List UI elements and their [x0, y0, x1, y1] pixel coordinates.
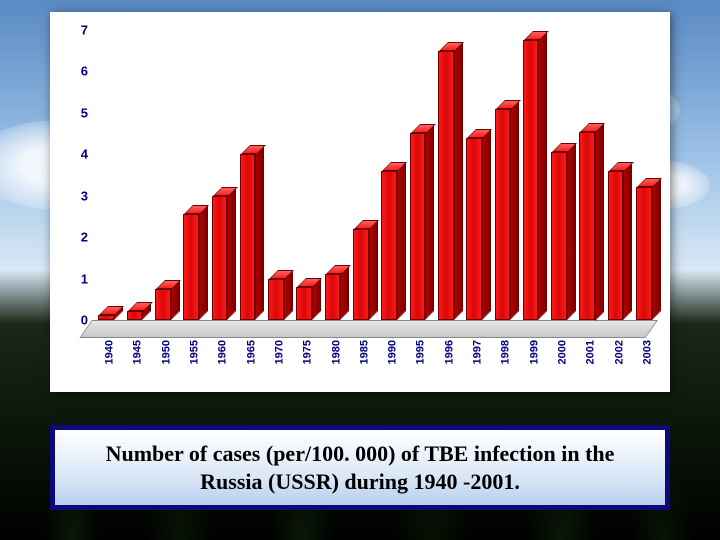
- bar: [410, 133, 426, 320]
- bar: [636, 187, 652, 320]
- bar: [240, 154, 256, 320]
- bar-front: [608, 171, 624, 320]
- bar-side: [623, 162, 632, 320]
- y-tick-label: 3: [81, 188, 88, 203]
- bar-front: [466, 138, 482, 320]
- bar: [523, 40, 539, 320]
- bar-side: [369, 220, 378, 320]
- bar-side: [567, 143, 576, 320]
- chart-panel: 0 1 2 3 4 5 6 7 1940 1945 1950 1955 1960 1965 1970 197…: [50, 12, 670, 392]
- bar: [127, 311, 143, 320]
- bar: [608, 171, 624, 320]
- bar-side: [652, 178, 661, 320]
- x-tick-label: 1996: [443, 340, 455, 364]
- y-axis: 01234567: [62, 30, 92, 338]
- chart-floor: [79, 320, 658, 338]
- chart-plot-area: 01234567 1940194519501955196019651970197…: [92, 30, 658, 338]
- bar-front: [551, 152, 567, 320]
- bar-front: [381, 171, 397, 320]
- bar-side: [425, 124, 434, 320]
- x-tick-label: 1955: [189, 340, 201, 364]
- x-tick-label: 1997: [472, 340, 484, 364]
- x-tick-label: 1960: [217, 340, 229, 364]
- bar-side: [199, 205, 208, 320]
- x-tick-label: 1970: [274, 340, 286, 364]
- x-tick-label: 1945: [132, 340, 144, 364]
- x-axis-labels: 1940 1945 1950 1955 1960 1965 1970 1975 1980 1985…: [92, 338, 658, 392]
- x-tick-label: 1999: [528, 340, 540, 364]
- x-tick-label: 2000: [557, 340, 569, 364]
- bar: [438, 51, 454, 320]
- bar-front: [495, 109, 511, 320]
- bar-front: [410, 133, 426, 320]
- x-tick-label: 1950: [160, 340, 172, 364]
- y-tick-label: 2: [81, 230, 88, 245]
- bar-front: [523, 40, 539, 320]
- x-tick-label: 1975: [302, 340, 314, 364]
- y-tick-label: 6: [81, 64, 88, 79]
- x-tick-label: 1985: [358, 340, 370, 364]
- bar-side: [595, 123, 604, 321]
- x-tick-label: 2003: [641, 340, 653, 364]
- bar-front: [155, 289, 171, 320]
- bar: [183, 214, 199, 320]
- bar: [155, 289, 171, 320]
- caption-box: Number of cases (per/100. 000) of TBE in…: [50, 425, 670, 510]
- bar-front: [268, 279, 284, 320]
- y-tick-label: 7: [81, 23, 88, 38]
- caption-text: Number of cases (per/100. 000) of TBE in…: [73, 440, 647, 495]
- bar: [579, 132, 595, 321]
- bar-front: [212, 196, 228, 320]
- bar-side: [454, 42, 463, 320]
- bar: [296, 287, 312, 320]
- bar-front: [127, 311, 143, 320]
- y-tick-label: 5: [81, 105, 88, 120]
- bar: [381, 171, 397, 320]
- x-tick-label: 1940: [104, 340, 116, 364]
- x-tick-label: 1965: [245, 340, 257, 364]
- bar-front: [325, 274, 341, 320]
- bar-front: [636, 187, 652, 320]
- bar: [268, 279, 284, 320]
- x-tick-label: 1998: [500, 340, 512, 364]
- x-tick-label: 1980: [330, 340, 342, 364]
- bar: [325, 274, 341, 320]
- bars-area: [92, 30, 658, 320]
- bar-side: [255, 145, 264, 320]
- y-tick-label: 0: [81, 313, 88, 328]
- bar-front: [438, 51, 454, 320]
- bar-front: [353, 229, 369, 320]
- bar-front: [296, 287, 312, 320]
- bar: [212, 196, 228, 320]
- x-tick-label: 1990: [387, 340, 399, 364]
- bar-side: [538, 31, 547, 320]
- x-tick-label: 1995: [415, 340, 427, 364]
- y-tick-label: 1: [81, 271, 88, 286]
- bar: [551, 152, 567, 320]
- y-tick-label: 4: [81, 147, 88, 162]
- bar-front: [240, 154, 256, 320]
- bar: [353, 229, 369, 320]
- bar-front: [579, 132, 595, 321]
- x-tick-label: 2001: [585, 340, 597, 364]
- bar-side: [227, 187, 236, 320]
- bar-side: [482, 129, 491, 320]
- bar: [466, 138, 482, 320]
- bar-front: [183, 214, 199, 320]
- bar-side: [510, 100, 519, 320]
- bar-front: [98, 315, 114, 320]
- bar-side: [397, 162, 406, 320]
- bar: [495, 109, 511, 320]
- x-tick-label: 2002: [613, 340, 625, 364]
- bar: [98, 315, 114, 320]
